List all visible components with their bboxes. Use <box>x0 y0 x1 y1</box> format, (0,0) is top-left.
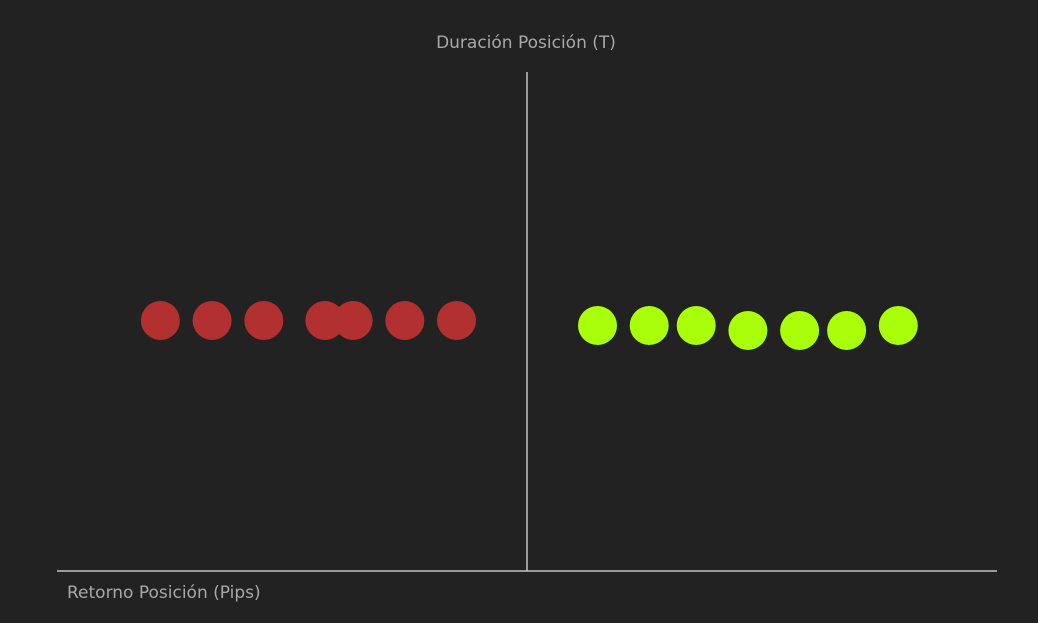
loss-point-3[interactable] <box>244 301 284 340</box>
win-point-6[interactable] <box>827 310 867 350</box>
loss-point-5[interactable] <box>333 301 373 340</box>
loss-point-4[interactable] <box>305 301 345 340</box>
win-point-1[interactable] <box>578 305 617 345</box>
win-point-2[interactable] <box>629 305 669 345</box>
loss-point-6[interactable] <box>385 301 425 340</box>
win-point-4[interactable] <box>728 310 768 350</box>
win-point-5[interactable] <box>780 310 820 350</box>
loss-point-1[interactable] <box>140 301 180 340</box>
loss-point-7[interactable] <box>437 301 476 340</box>
win-point-3[interactable] <box>676 305 716 345</box>
loss-point-2[interactable] <box>192 301 232 340</box>
data-points <box>140 301 918 350</box>
x-axis-title: Retorno Posición (Pips) <box>67 583 261 603</box>
win-point-7[interactable] <box>878 305 918 345</box>
y-axis-title: Duración Posición (T) <box>436 33 616 53</box>
